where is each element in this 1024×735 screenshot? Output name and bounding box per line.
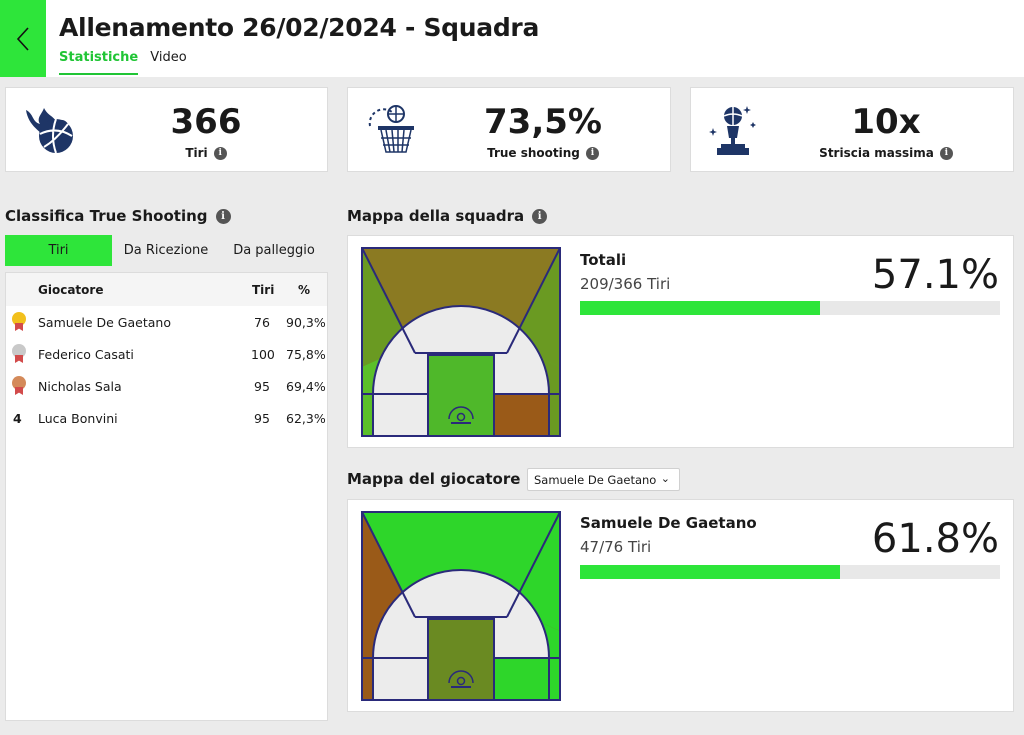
three-point-arc [372, 569, 550, 659]
table-row[interactable]: 4 Luca Bonvini 95 62,3% [6, 402, 327, 434]
player-select-value: Samuele De Gaetano [534, 472, 657, 487]
flaming-basketball-icon [26, 108, 73, 154]
hoop [456, 676, 466, 686]
player-percent: 62,3% [286, 410, 326, 426]
zone-baseline-right [494, 658, 549, 700]
progress-fill [580, 565, 840, 579]
back-button[interactable] [0, 0, 46, 77]
team-shot-map [361, 247, 561, 437]
table-row[interactable]: Federico Casati 100 75,8% [6, 338, 327, 370]
map-shots: 47/76 Tiri [580, 538, 652, 556]
map-player-name: Totali [580, 251, 627, 269]
player-map-title: Mappa del giocatore [347, 470, 521, 488]
stat-label-text: Tiri [185, 146, 208, 160]
stat-label-text: True shooting [487, 146, 580, 160]
bronze-medal-icon [12, 376, 26, 396]
basketball-hoop-icon [368, 105, 414, 153]
ranking-table: Giocatore Tiri % Samuele De Gaetano 76 9… [5, 272, 328, 721]
player-name: Federico Casati [38, 346, 134, 362]
page-title: Allenamento 26/02/2024 - Squadra [59, 13, 540, 42]
paint-outline [427, 354, 495, 437]
chevron-left-icon [16, 26, 29, 51]
court-line [506, 247, 561, 354]
stat-label-text: Striscia massima [819, 146, 934, 160]
team-map-title-text: Mappa della squadra [347, 207, 525, 225]
header-tabs: Statistiche Video [59, 50, 187, 75]
column-header-percent: % [298, 282, 311, 297]
progress-bar [580, 301, 1000, 315]
player-percent: 75,8% [286, 346, 326, 362]
three-point-arc [372, 305, 550, 395]
page-header: Allenamento 26/02/2024 - Squadra Statist… [0, 0, 1024, 77]
player-shot-map [361, 511, 561, 701]
stat-label: Striscia massima i [811, 146, 961, 160]
player-percent: 90,3% [286, 314, 326, 330]
stat-label: True shooting i [468, 146, 618, 160]
column-header-player: Giocatore [38, 282, 104, 297]
player-shots: 76 [254, 314, 270, 330]
stat-card-true-shooting: 73,5% True shooting i [347, 87, 671, 172]
map-percent: 61.8% [871, 516, 999, 562]
column-header-shots: Tiri [252, 282, 275, 297]
table-row[interactable]: Nicholas Sala 95 69,4% [6, 370, 327, 402]
player-map-card: Samuele De Gaetano 47/76 Tiri 61.8% [347, 499, 1014, 712]
info-icon[interactable]: i [585, 146, 599, 160]
stat-value: 73,5% [484, 102, 602, 142]
court-line [361, 247, 416, 354]
tab-statistiche[interactable]: Statistiche [59, 50, 139, 75]
map-percent: 57.1% [871, 252, 999, 298]
tab-da-ricezione[interactable]: Da Ricezione [123, 243, 209, 258]
player-name: Nicholas Sala [38, 378, 122, 394]
table-header: Giocatore Tiri % [6, 273, 327, 306]
stat-label: Tiri i [131, 146, 281, 160]
info-icon[interactable]: i [939, 146, 953, 160]
stat-value: 366 [170, 102, 242, 142]
court-line [506, 511, 561, 618]
ranking-tabs: Tiri Da Ricezione Da palleggio [5, 235, 328, 266]
map-player-name: Samuele De Gaetano [580, 514, 757, 532]
ranking-title: Classifica True Shooting i [5, 207, 231, 225]
tab-da-palleggio[interactable]: Da palleggio [233, 243, 315, 258]
ranking-title-text: Classifica True Shooting [5, 207, 208, 225]
map-shots: 209/366 Tiri [580, 275, 671, 293]
stat-card-streak: 10x Striscia massima i [690, 87, 1014, 172]
player-name: Samuele De Gaetano [38, 314, 171, 330]
paint-outline [427, 618, 495, 701]
court-line [361, 511, 416, 618]
chevron-down-icon: ⌄ [660, 472, 670, 485]
player-select[interactable]: Samuele De Gaetano ⌄ [527, 468, 680, 491]
player-shots: 95 [254, 410, 270, 426]
zone-baseline-right [494, 394, 549, 436]
player-name: Luca Bonvini [38, 410, 118, 426]
progress-fill [580, 301, 820, 315]
rank-number: 4 [13, 410, 22, 426]
team-map-card: Totali 209/366 Tiri 57.1% [347, 235, 1014, 448]
silver-medal-icon [12, 344, 26, 364]
team-map-title: Mappa della squadra i [347, 207, 548, 225]
trophy-icon [709, 106, 756, 155]
tab-tiri[interactable]: Tiri [5, 235, 112, 266]
stat-card-shots: 366 Tiri i [5, 87, 328, 172]
restricted-arc [448, 406, 474, 420]
stat-value: 10x [851, 102, 921, 142]
player-shots: 95 [254, 378, 270, 394]
restricted-arc [448, 670, 474, 684]
hoop [456, 412, 466, 422]
progress-bar [580, 565, 1000, 579]
info-icon[interactable]: i [215, 208, 231, 224]
info-icon[interactable]: i [213, 146, 227, 160]
player-shots: 100 [251, 346, 275, 362]
info-icon[interactable]: i [532, 208, 548, 224]
tab-video[interactable]: Video [150, 50, 187, 65]
player-percent: 69,4% [286, 378, 326, 394]
table-row[interactable]: Samuele De Gaetano 76 90,3% [6, 306, 327, 338]
gold-medal-icon [12, 312, 26, 332]
